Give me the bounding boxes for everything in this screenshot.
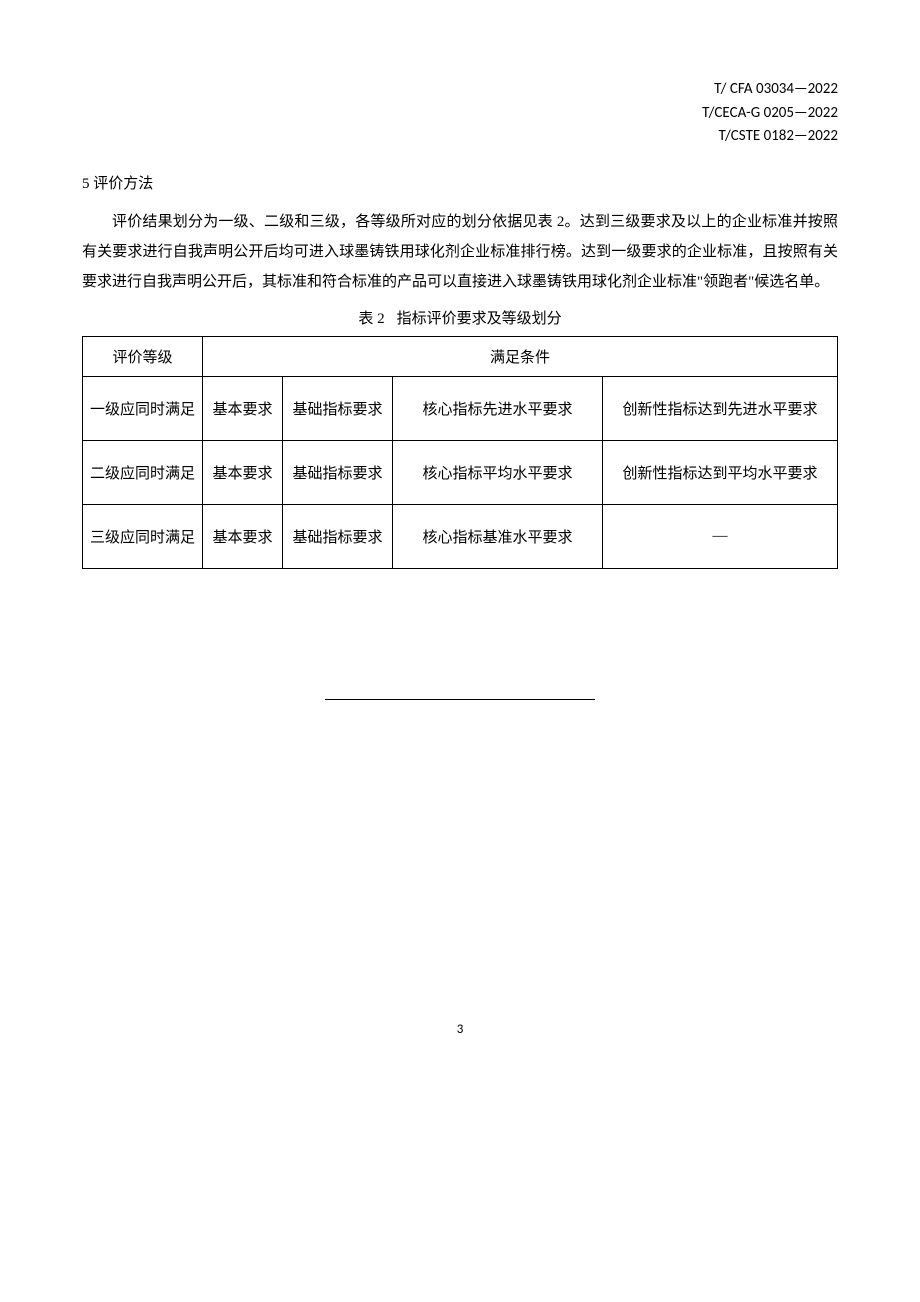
header-code-2: T/CECA-G 0205—2022 [82,102,838,125]
section-number: 5 [82,176,90,192]
table-caption-text: 指标评价要求及等级划分 [397,310,562,327]
cell-innovation: 创新性指标达到先进水平要求 [603,376,838,440]
table-header-row: 评价等级 满足条件 [83,336,838,376]
cell-core: 核心指标基准水平要求 [393,504,603,568]
table-row: 三级应同时满足 基本要求 基础指标要求 核心指标基准水平要求 — [83,504,838,568]
cell-basic: 基本要求 [203,376,283,440]
cell-innovation: — [603,504,838,568]
header-code-1: T/ CFA 03034—2022 [82,78,838,101]
evaluation-table: 评价等级 满足条件 一级应同时满足 基本要求 基础指标要求 核心指标先进水平要求… [82,336,838,569]
horizontal-divider [325,699,595,700]
table-header-level: 评价等级 [83,336,203,376]
cell-level: 一级应同时满足 [83,376,203,440]
body-paragraph: 评价结果划分为一级、二级和三级，各等级所对应的划分依据见表 2。达到三级要求及以… [82,207,838,297]
header-code-3: T/CSTE 0182—2022 [82,125,838,148]
cell-level: 三级应同时满足 [83,504,203,568]
cell-foundation: 基础指标要求 [283,376,393,440]
page-number: 3 [0,1022,920,1037]
section-title: 5 评价方法 [82,172,838,193]
cell-basic: 基本要求 [203,440,283,504]
table-row: 一级应同时满足 基本要求 基础指标要求 核心指标先进水平要求 创新性指标达到先进… [83,376,838,440]
header-codes: T/ CFA 03034—2022 T/CECA-G 0205—2022 T/C… [82,78,838,148]
section-title-text: 评价方法 [93,176,153,192]
table-caption-prefix: 表 2 [358,311,384,327]
cell-core: 核心指标先进水平要求 [393,376,603,440]
cell-basic: 基本要求 [203,504,283,568]
cell-innovation: 创新性指标达到平均水平要求 [603,440,838,504]
cell-foundation: 基础指标要求 [283,504,393,568]
cell-foundation: 基础指标要求 [283,440,393,504]
table-header-conditions: 满足条件 [203,336,838,376]
page-container: T/ CFA 03034—2022 T/CECA-G 0205—2022 T/C… [0,0,920,700]
cell-core: 核心指标平均水平要求 [393,440,603,504]
table-caption: 表 2 指标评价要求及等级划分 [82,307,838,328]
table-row: 二级应同时满足 基本要求 基础指标要求 核心指标平均水平要求 创新性指标达到平均… [83,440,838,504]
cell-level: 二级应同时满足 [83,440,203,504]
